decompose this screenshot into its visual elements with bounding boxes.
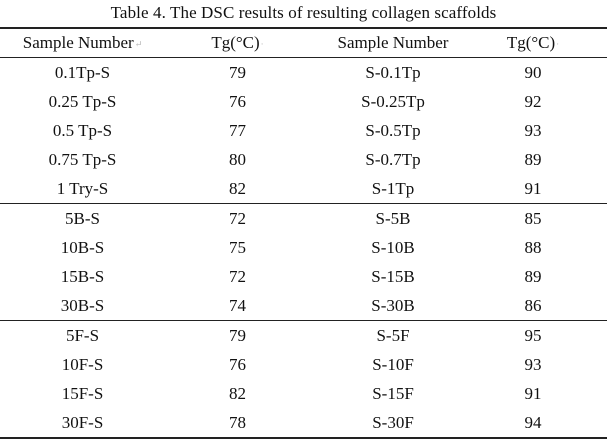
table-row: 30F-S 78 S-30F 94 <box>0 408 607 437</box>
header-sample-number-2: Sample Number <box>337 33 449 52</box>
sample-cell: 0.25 Tp-S <box>48 92 117 111</box>
table-row: 15F-S 82 S-15F 91 <box>0 379 607 408</box>
tg-cell: 91 <box>524 179 542 198</box>
sample-cell: 10F-S <box>61 355 104 374</box>
tg-cell: 92 <box>524 92 542 111</box>
sample-cell: 0.75 Tp-S <box>48 150 117 169</box>
tg-cell: 95 <box>524 326 542 345</box>
sample-cell: 10B-S <box>60 238 105 257</box>
tg-cell: 93 <box>524 121 542 140</box>
tg-cell: 79 <box>229 63 246 82</box>
sample-cell: 5F-S <box>65 326 100 345</box>
sample-cell: 1 Try-S <box>56 179 109 198</box>
tg-cell: 77 <box>229 121 246 140</box>
tg-cell: 85 <box>524 209 542 228</box>
tg-cell: 94 <box>524 413 542 432</box>
tg-cell: 72 <box>229 209 246 228</box>
table-row: 5B-S 72 S-5B 85 <box>0 204 607 233</box>
table-row: 15B-S 72 S-15B 89 <box>0 262 607 291</box>
group-separator-rule <box>0 203 607 204</box>
sample-cell: 30B-S <box>60 296 105 315</box>
sample-cell: S-0.1Tp <box>365 63 421 82</box>
table-row: 0.25 Tp-S 76 S-0.25Tp 92 <box>0 87 607 116</box>
sample-cell: S-30F <box>372 413 414 432</box>
sample-cell: 15F-S <box>61 384 104 403</box>
tg-cell: 75 <box>229 238 246 257</box>
tg-cell: 88 <box>524 238 542 257</box>
tg-cell: 93 <box>524 355 542 374</box>
group-separator-rule <box>0 320 607 321</box>
table-row: 0.1Tp-S 79 S-0.1Tp 90 <box>0 58 607 87</box>
tg-cell: 89 <box>524 267 542 286</box>
sample-cell: S-10F <box>372 355 414 374</box>
tg-cell: 82 <box>229 179 246 198</box>
table-row: 30B-S 74 S-30B 86 <box>0 291 607 320</box>
sample-cell: S-5B <box>375 209 411 228</box>
sample-cell: S-15B <box>371 267 415 286</box>
tg-cell: 74 <box>229 296 246 315</box>
tg-cell: 89 <box>524 150 542 169</box>
table-top-rule <box>0 27 607 29</box>
tg-cell: 91 <box>524 384 542 403</box>
tg-cell: 86 <box>524 296 542 315</box>
table-bottom-rule <box>0 437 607 439</box>
sample-cell: S-1Tp <box>371 179 415 198</box>
sample-cell: 0.1Tp-S <box>54 63 111 82</box>
header-tg-2: Tg(°C)· <box>506 33 560 52</box>
tg-cell: 76 <box>229 92 246 111</box>
tg-cell: 82 <box>229 384 246 403</box>
table-row: 0.75 Tp-S 80 S-0.7Tp 89 <box>0 145 607 174</box>
sample-cell: S-0.25Tp <box>361 92 425 111</box>
sample-cell: 0.5 Tp-S <box>52 121 113 140</box>
table-caption: Table 4. The DSC results of resulting co… <box>110 3 497 22</box>
tg-cell: 79 <box>229 326 246 345</box>
sample-cell: S-10B <box>371 238 415 257</box>
sample-cell: 15B-S <box>60 267 105 286</box>
table-row: 0.5 Tp-S 77 S-0.5Tp 93 <box>0 116 607 145</box>
sample-cell: S-30B <box>371 296 415 315</box>
sample-cell: S-0.7Tp <box>365 150 421 169</box>
table-row: 10B-S 75 S-10B 88 <box>0 233 607 262</box>
tg-cell: 90 <box>524 63 542 82</box>
table-row: 5F-S 79 S-5F 95 <box>0 321 607 350</box>
header-rule <box>0 57 607 58</box>
tg-cell: 72 <box>229 267 246 286</box>
sample-cell: 5B-S <box>65 209 100 228</box>
sample-cell: 30F-S <box>61 413 104 432</box>
table-row: 1 Try-S 82 S-1Tp 91 <box>0 174 607 203</box>
sample-cell: S-5F <box>376 326 410 345</box>
tg-cell: 76 <box>229 355 246 374</box>
sample-cell: S-0.5Tp <box>365 121 421 140</box>
sample-cell: S-15F <box>372 384 414 403</box>
tg-cell: 78 <box>229 413 246 432</box>
header-sample-number-1: Sample Number↵ <box>22 33 143 52</box>
table-header-row: Sample Number↵ Tg(°C)· Sample Number Tg(… <box>0 28 607 57</box>
tg-cell: 80 <box>229 150 246 169</box>
table-row: 10F-S 76 S-10F 93 <box>0 350 607 379</box>
header-tg-1: Tg(°C)· <box>211 33 264 52</box>
